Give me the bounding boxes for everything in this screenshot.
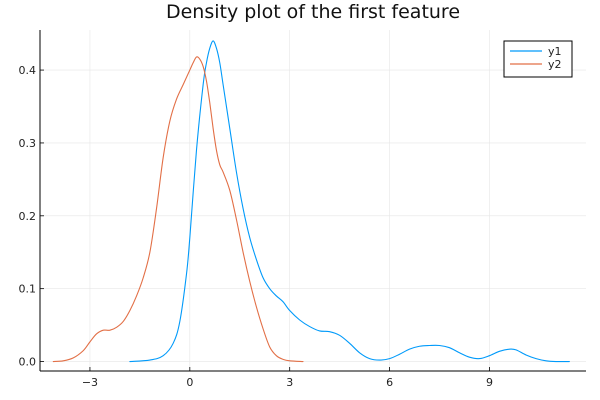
x-tick-label: 0 [186,376,193,389]
x-tick-label: 6 [386,376,393,389]
series-line-y2 [52,56,304,363]
series-layer [52,40,570,363]
ticks-layer: −3 0 3 6 9 0.0 0.1 0.2 0.3 0.4 [19,64,493,389]
y-tick-label: 0.2 [19,210,37,223]
chart-title: Density plot of the first feature [166,1,460,23]
y-tick-label: 0.3 [19,137,37,150]
legend-label-y2: y2 [548,58,562,71]
x-tick-label: −3 [82,376,98,389]
x-tick-label: 3 [286,376,293,389]
grid-layer [40,30,586,371]
y-tick-label: 0.4 [19,64,37,77]
legend-box [503,40,573,78]
y-tick-label: 0.0 [19,356,37,369]
legend-label-y1: y1 [548,45,562,58]
y-tick-label: 0.1 [19,283,37,296]
axes-layer [39,30,586,372]
x-tick-label: 9 [486,376,493,389]
